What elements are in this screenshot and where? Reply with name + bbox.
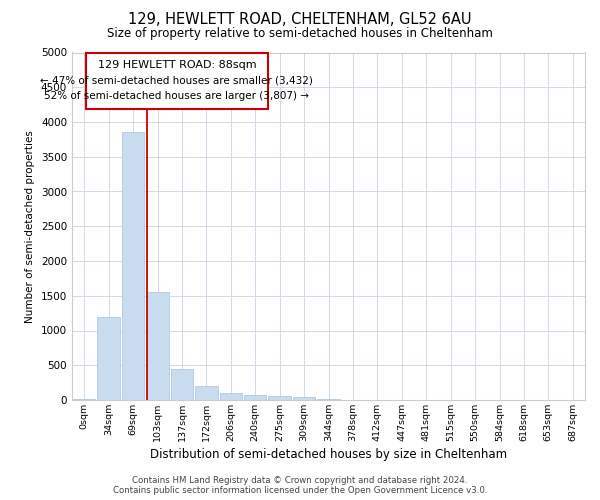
Text: 52% of semi-detached houses are larger (3,807) →: 52% of semi-detached houses are larger (… (44, 90, 310, 101)
Text: 129 HEWLETT ROAD: 88sqm: 129 HEWLETT ROAD: 88sqm (98, 60, 256, 70)
Bar (244, 396, 266, 400)
Bar (220, 393, 242, 400)
Bar (195, 386, 218, 400)
Bar (86, 53, 268, 109)
Bar (268, 396, 291, 400)
Text: Contains public sector information licensed under the Open Government Licence v3: Contains public sector information licen… (113, 486, 487, 495)
Bar (293, 397, 316, 400)
Y-axis label: Number of semi-detached properties: Number of semi-detached properties (25, 130, 35, 322)
Bar (146, 292, 169, 400)
Bar (170, 368, 193, 400)
X-axis label: Distribution of semi-detached houses by size in Cheltenham: Distribution of semi-detached houses by … (150, 448, 507, 461)
Text: Contains HM Land Registry data © Crown copyright and database right 2024.: Contains HM Land Registry data © Crown c… (132, 476, 468, 485)
Text: ← 47% of semi-detached houses are smaller (3,432): ← 47% of semi-detached houses are smalle… (40, 76, 313, 86)
Bar (122, 132, 145, 400)
Text: Size of property relative to semi-detached houses in Cheltenham: Size of property relative to semi-detach… (107, 28, 493, 40)
Text: 129, HEWLETT ROAD, CHELTENHAM, GL52 6AU: 129, HEWLETT ROAD, CHELTENHAM, GL52 6AU (128, 12, 472, 28)
Bar (73, 398, 95, 400)
Bar (97, 316, 120, 400)
